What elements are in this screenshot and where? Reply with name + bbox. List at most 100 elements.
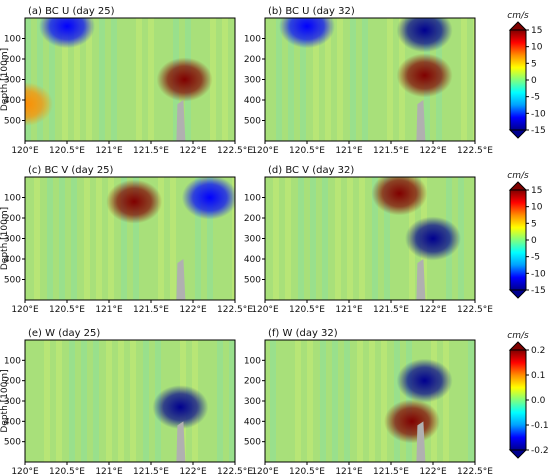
colorbar-gradient-bar — [509, 349, 527, 451]
x-tick-label: 120.5°E — [289, 146, 325, 156]
colorbar-gradient-bar — [509, 189, 527, 291]
field-texture — [71, 177, 77, 300]
field-texture — [325, 18, 331, 141]
colorbar-tick-label: 0 — [531, 236, 537, 246]
field-texture — [350, 18, 356, 141]
field-texture — [347, 177, 353, 300]
x-tick-label: 120°E — [251, 467, 279, 475]
y-tick-label: 400 — [4, 255, 21, 265]
field-texture — [62, 18, 68, 141]
field-texture — [310, 177, 316, 300]
panel-title: (c) BC V (day 25) — [28, 165, 114, 176]
colorbar-unit: cm/s — [507, 171, 529, 181]
field-feature — [405, 216, 461, 261]
colorbar-unit: cm/s — [507, 331, 529, 341]
panel-title: (b) BC U (day 32) — [268, 6, 355, 17]
field-texture — [99, 18, 105, 141]
y-tick-label: 100 — [244, 356, 261, 366]
y-tick-label: 400 — [4, 96, 21, 106]
field-feature — [279, 18, 335, 49]
heatmap-field — [265, 177, 475, 300]
field-texture — [44, 340, 50, 462]
colorbar-tick-label: 0.1 — [531, 371, 545, 381]
colorbar-max-arrow — [508, 181, 528, 191]
field-texture — [210, 18, 216, 141]
heatmap-field — [265, 340, 475, 462]
field-texture — [394, 340, 400, 462]
field-texture — [359, 177, 365, 300]
x-tick-label: 122.5°E — [217, 146, 253, 156]
field-texture — [473, 18, 475, 141]
colorbar-tick-label: -15 — [531, 126, 546, 136]
colorbar-min-arrow — [508, 449, 528, 459]
field-feature — [25, 82, 53, 127]
x-tick-label: 120.5°E — [49, 146, 85, 156]
field-texture — [276, 18, 282, 141]
field-texture — [74, 18, 80, 141]
field-texture — [93, 340, 99, 462]
seafloor-topography — [176, 100, 186, 141]
y-tick-label: 300 — [4, 235, 21, 245]
field-feature — [106, 179, 163, 224]
colorbar-tick-label: 10 — [531, 203, 543, 213]
field-texture — [96, 177, 102, 300]
field-texture — [461, 18, 467, 141]
x-tick-label: 121°E — [95, 305, 123, 315]
x-tick-label: 121.5°E — [373, 467, 409, 475]
y-tick-label: 200 — [244, 214, 261, 224]
field-texture — [387, 18, 393, 141]
panel-5: (e) W (day 25) 100 200 300 400 500 120°E 120.5°… — [0, 328, 253, 475]
y-tick-label: 300 — [244, 397, 261, 407]
field-texture — [130, 340, 136, 462]
y-axis-label: Depth [100m] — [0, 207, 10, 270]
field-texture — [34, 177, 40, 300]
colorbar-gradient-bar — [509, 29, 527, 131]
y-tick-label: 300 — [244, 76, 261, 86]
field-texture — [288, 18, 294, 141]
field-texture — [372, 177, 378, 300]
y-tick-label: 100 — [4, 35, 21, 45]
field-texture — [443, 340, 449, 462]
field-texture — [229, 340, 235, 462]
field-texture — [335, 177, 341, 300]
field-texture — [273, 177, 279, 300]
panel-2: (b) BC U (day 32) 100 200 300 400 500 120°E 120… — [244, 6, 493, 156]
colorbar-tick-label: 15 — [531, 26, 542, 36]
panel-title: (f) W (day 32) — [268, 328, 338, 339]
seafloor-topography — [416, 421, 426, 462]
field-texture — [217, 340, 223, 462]
field-texture — [295, 340, 301, 462]
colorbar-max-arrow — [508, 21, 528, 31]
y-tick-label: 200 — [4, 55, 21, 65]
colorbar-unit: cm/s — [507, 11, 529, 21]
field-texture — [148, 18, 154, 141]
seafloor-topography — [176, 421, 186, 462]
x-tick-label: 122.5°E — [457, 305, 493, 315]
field-feature — [152, 385, 209, 430]
field-texture — [136, 18, 142, 141]
x-tick-label: 121.5°E — [373, 305, 409, 315]
y-tick-label: 200 — [4, 377, 21, 387]
x-tick-label: 121.5°E — [133, 146, 169, 156]
panel-4: (d) BC V (day 32) 100 200 300 400 500 120°E 120… — [244, 165, 493, 315]
x-tick-label: 122°E — [179, 467, 207, 475]
colorbar-max-arrow — [508, 341, 528, 351]
panel-title: (a) BC U (day 25) — [28, 6, 115, 17]
x-tick-label: 121°E — [95, 467, 123, 475]
y-tick-label: 300 — [244, 235, 261, 245]
y-tick-label: 400 — [4, 417, 21, 427]
heatmap-field — [25, 18, 235, 141]
y-tick-label: 500 — [4, 117, 21, 127]
x-tick-label: 121.5°E — [133, 305, 169, 315]
field-feature — [396, 358, 453, 403]
panel-3: (c) BC V (day 25) 100 200 300 400 500 120°E 120… — [0, 165, 253, 315]
colorbar-tick-label: 0.0 — [531, 396, 546, 406]
y-tick-label: 500 — [4, 276, 21, 286]
field-texture — [300, 18, 306, 141]
field-feature — [396, 53, 453, 98]
y-axis-label: Depth [100m] — [0, 48, 10, 111]
x-tick-label: 120.5°E — [289, 305, 325, 315]
field-texture — [344, 340, 350, 462]
panel-6: (f) W (day 32) 100 200 300 400 500 120°E 120.5°… — [244, 328, 493, 475]
y-tick-label: 100 — [4, 356, 21, 366]
